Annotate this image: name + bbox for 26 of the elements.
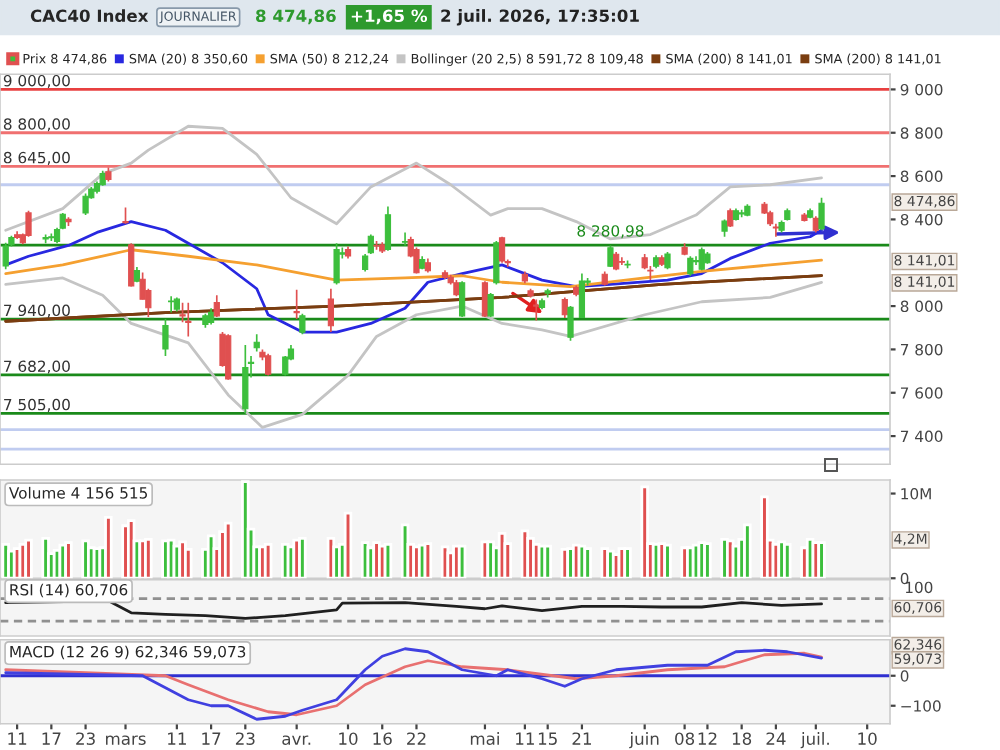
x-tick-label: 16 xyxy=(373,732,392,745)
x-tick-label: 23 xyxy=(76,732,95,745)
x-tick-label: 10 xyxy=(339,732,358,745)
x-tick-label: 23 xyxy=(235,732,255,745)
x-tick-label: 11 xyxy=(8,732,27,745)
x-tick-label: 17 xyxy=(42,732,61,745)
x-tick-label: 12 xyxy=(698,732,717,745)
x-tick-label: 11 xyxy=(516,732,534,745)
x-tick-label: 22 xyxy=(407,732,426,745)
x-tick-label: 17 xyxy=(202,732,221,745)
x-tick-label: 21 xyxy=(572,732,591,745)
x-tick-label: 15 xyxy=(538,732,557,745)
x-tick-label: mars xyxy=(106,735,146,745)
x-tick-label: 10 xyxy=(858,732,877,745)
text: 8 474,86 xyxy=(256,9,336,25)
x-tick-label: mai xyxy=(470,732,499,745)
chart-title: CAC40 Index xyxy=(30,9,149,23)
text: 2 juil. 2026, 17:35:01 xyxy=(441,9,639,26)
x-tick-label: 24 xyxy=(766,732,786,745)
x-tick-label: 11 xyxy=(168,732,186,745)
x-tick-label: 08 xyxy=(675,732,695,745)
x-tick-label: 18 xyxy=(732,732,752,745)
x-tick-label: juil. xyxy=(800,732,829,749)
x-tick-label: juin xyxy=(629,732,659,749)
x-tick-label: avr. xyxy=(282,735,311,745)
text: +1,65 % xyxy=(351,9,428,25)
